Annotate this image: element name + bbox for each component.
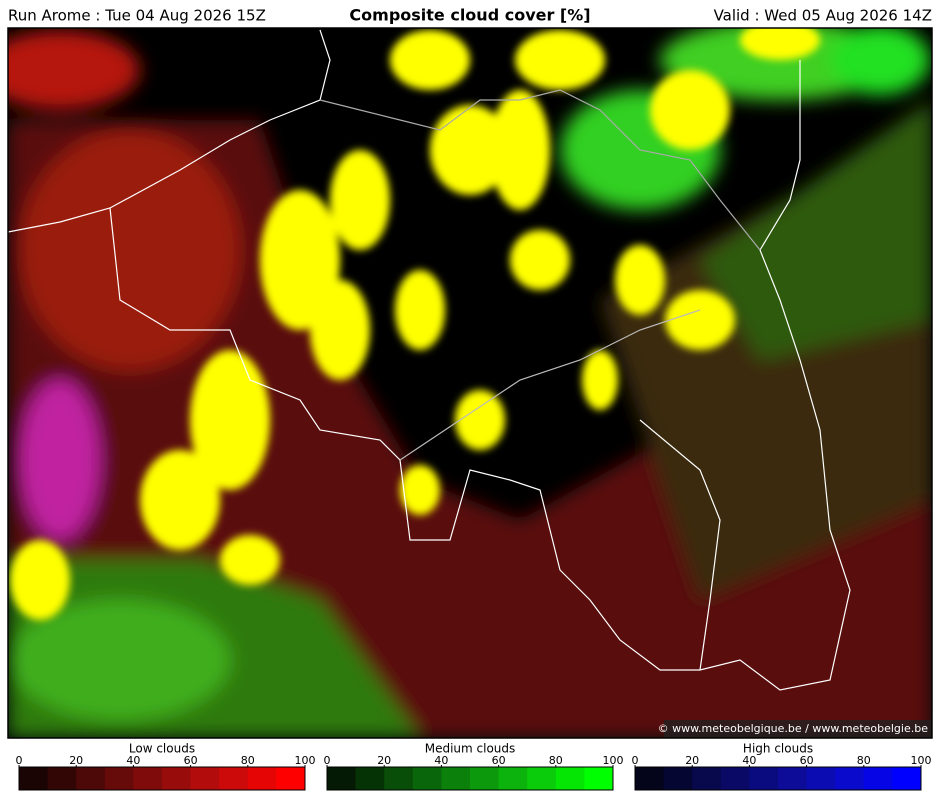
colorbar-tick-label: 20 <box>685 754 699 767</box>
colorbar-tick-label: 100 <box>603 754 624 767</box>
colorbar-tick-label: 0 <box>324 754 331 767</box>
colorbar-tick-label: 0 <box>16 754 23 767</box>
colorbar-segment <box>441 767 471 790</box>
colorbar-tick-label: 100 <box>911 754 932 767</box>
colorbar-tick-label: 0 <box>632 754 639 767</box>
colorbar-tick-label: 60 <box>800 754 814 767</box>
valid-label: Valid : Wed 05 Aug 2026 14Z <box>714 7 932 25</box>
colorbar-segment <box>133 767 163 790</box>
colorbar-tick-label: 60 <box>492 754 506 767</box>
colorbar-tick-label: 80 <box>241 754 255 767</box>
colorbar-segment <box>47 767 77 790</box>
colorbar-segment <box>219 767 249 790</box>
colorbar-segment <box>692 767 722 790</box>
colorbar-segment <box>720 767 750 790</box>
colorbar-segment <box>555 767 585 790</box>
run-label: Run Arome : Tue 04 Aug 2026 15Z <box>8 7 266 25</box>
colorbar-segment <box>247 767 277 790</box>
colorbar-label: Medium clouds <box>425 742 516 756</box>
colorbar-segment <box>190 767 220 790</box>
colorbar-frame <box>634 766 922 791</box>
colorbar-segment <box>276 767 306 790</box>
colorbar-segment <box>327 767 357 790</box>
colorbar-segment <box>470 767 500 790</box>
colorbar-segment <box>527 767 557 790</box>
colorbar-tick-label: 40 <box>434 754 448 767</box>
colorbar-segment <box>584 767 614 790</box>
colorbar-segment <box>749 767 779 790</box>
map-title: Composite cloud cover [%] <box>349 6 590 25</box>
colorbar-label: Low clouds <box>129 742 195 756</box>
colorbar-tick-label: 80 <box>549 754 563 767</box>
credit: © www.meteobelgique.be / www.meteobelgie… <box>658 722 929 735</box>
colorbar-frame <box>18 766 306 791</box>
colorbar-segment <box>355 767 385 790</box>
colorbar-segment <box>835 767 865 790</box>
colorbar-tick-label: 60 <box>184 754 198 767</box>
colorbar-frame <box>326 766 614 791</box>
colorbar-segment <box>498 767 528 790</box>
colorbar-tick-label: 40 <box>742 754 756 767</box>
colorbar-segment <box>663 767 693 790</box>
colorbar-tick-label: 80 <box>857 754 871 767</box>
colorbar-segment <box>162 767 192 790</box>
colorbar-segment <box>104 767 134 790</box>
colorbar-segment <box>19 767 49 790</box>
colorbar-segment <box>806 767 836 790</box>
colorbar-segment <box>76 767 106 790</box>
colorbar-tick-label: 20 <box>69 754 83 767</box>
colorbar-segment <box>635 767 665 790</box>
colorbar-tick-label: 100 <box>295 754 316 767</box>
borders <box>8 29 851 691</box>
colorbar-segment <box>892 767 922 790</box>
colorbar-tick-label: 20 <box>377 754 391 767</box>
colorbar-label: High clouds <box>743 742 813 756</box>
colorbar-segment <box>384 767 414 790</box>
colorbar-segment <box>412 767 442 790</box>
colorbar-tick-label: 40 <box>126 754 140 767</box>
colorbar-segment <box>778 767 808 790</box>
map-area: © www.meteobelgique.be / www.meteobelgie… <box>8 28 932 738</box>
colorbar-segment <box>863 767 893 790</box>
